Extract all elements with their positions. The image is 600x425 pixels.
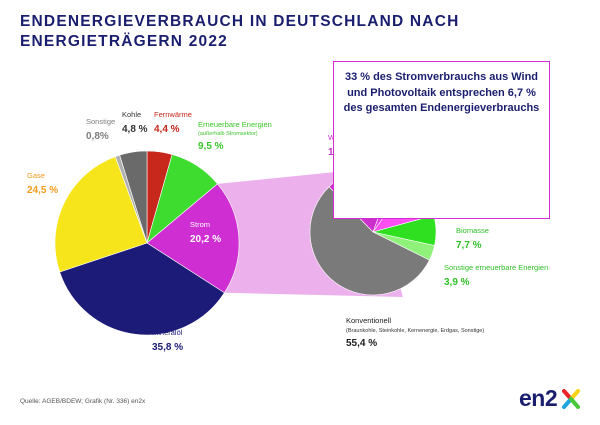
pie-endenergie <box>54 150 240 336</box>
label-sonstige-erneuerbare-energien: Sonstige erneuerbare Energien 3,9 % <box>444 263 548 288</box>
chart-title: ENDENERGIEVERBRAUCH IN DEUTSCHLAND NACH … <box>20 12 490 52</box>
note-text: 33 % des Stromverbrauchs aus Wind und Ph… <box>334 70 549 117</box>
title-line-1: ENDENERGIEVERBRAUCH IN DEUTSCHLAND NACH <box>20 13 460 30</box>
label-biomasse: Biomasse 7,7 % <box>456 226 489 251</box>
note-line-1: 33 % des Stromverbrauchs aus Wind <box>344 71 539 83</box>
label-konventionell: Konventionell (Braunkohle, Steinkohle, Ke… <box>346 316 484 349</box>
pie-endenergie-slice-kohle <box>119 150 148 244</box>
label-erneuerbare-energien: Erneuerbare Energien (außerhalb Stromsekt… <box>198 120 272 152</box>
label-sonstige: Sonstige 0,8% <box>86 117 115 142</box>
logo-x-mark-icon <box>562 389 580 409</box>
pie-endenergie-slice-mineraloel <box>59 242 225 336</box>
note-box: 33 % des Stromverbrauchs aus Wind und Ph… <box>333 61 550 219</box>
label-mineraloel: Mineralöl 35,8 % <box>152 328 183 353</box>
note-line-3: des gesamten Endenergieverbrauchs <box>343 102 540 114</box>
note-line-2: und Photovoltaik entsprechen 6,7 % <box>347 86 536 99</box>
label-fernwaerme: Fernwärme 4,4 % <box>154 110 192 135</box>
pie-endenergie-slice-strom <box>146 183 240 294</box>
label-gase: Gase 24,5 % <box>27 171 58 196</box>
source-note: Quelle: AGEB/BDEW; Grafik (Nr. 336) en2x <box>20 398 146 405</box>
en2x-logo: en2 <box>519 385 558 411</box>
pie-endenergie-labels: Fernwärme 4,4 % Erneuerbare Energien (außer… <box>27 110 272 353</box>
label-strom: Strom 20,2 % <box>190 220 221 245</box>
title-line-2: ENERGIETRÄGERN 2022 <box>20 33 228 50</box>
logo-x-stroke <box>569 397 580 409</box>
label-kohle: Kohle 4,8 % <box>122 110 148 135</box>
pie-endenergie-slice-gase <box>54 156 148 273</box>
